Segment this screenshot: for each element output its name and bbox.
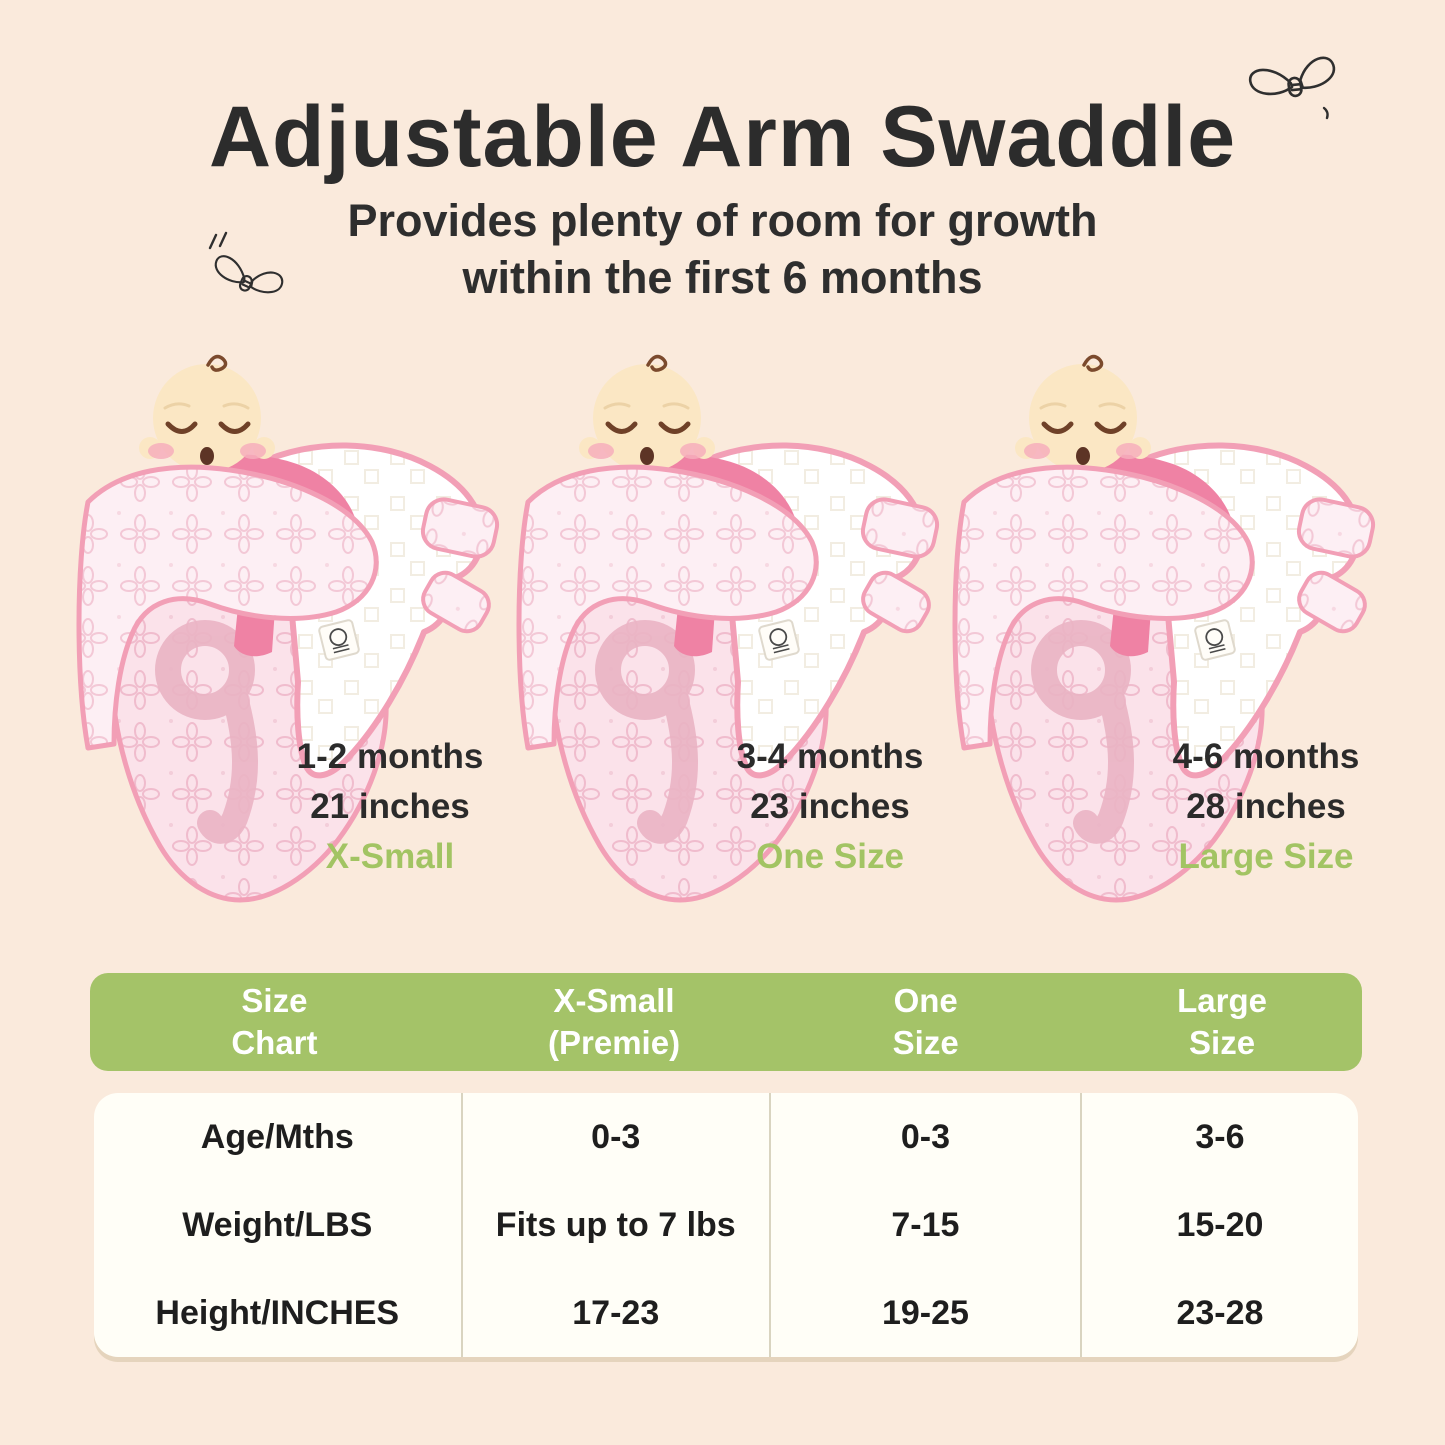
figure-label: 4-6 months 28 inches Large Size: [1140, 732, 1392, 882]
row-labels-column: Age/Mths Weight/LBS Height/INCHES: [94, 1093, 461, 1357]
subtitle-line2: within the first 6 months: [462, 252, 983, 303]
table-cell: 0-3: [591, 1117, 641, 1156]
table-cell: 3-6: [1195, 1117, 1245, 1156]
figure-months: 3-4 months: [736, 737, 924, 776]
figure-size-label: X-Small: [325, 837, 455, 876]
figure-label: 1-2 months 21 inches X-Small: [264, 732, 516, 882]
table-cell: 15-20: [1176, 1205, 1264, 1244]
figure-size-label: Large Size: [1178, 837, 1354, 876]
large-column: 3-6 15-20 23-28: [1079, 1093, 1358, 1357]
header-col-large: Large Size: [1177, 982, 1267, 1061]
one-size-column: 0-3 7-15 19-25: [768, 1093, 1080, 1357]
row-label: Height/INCHES: [155, 1293, 400, 1332]
figure-length: 28 inches: [1186, 787, 1346, 826]
table-cell: Fits up to 7 lbs: [495, 1205, 736, 1244]
table-cell: 19-25: [881, 1293, 969, 1332]
header-col-size-chart: Size Chart: [231, 982, 318, 1061]
figure-length: 21 inches: [310, 787, 470, 826]
subtitle-line1: Provides plenty of room for growth: [347, 195, 1098, 246]
figure-months: 4-6 months: [1172, 737, 1360, 776]
size-chart-header: Size Chart X-Small (Premie) One Size Lar…: [90, 973, 1362, 1071]
butterfly-icon: [1246, 46, 1341, 120]
row-label: Age/Mths: [200, 1117, 354, 1156]
xsmall-column: 0-3 Fits up to 7 lbs 17-23: [460, 1093, 769, 1357]
size-chart-body: Age/Mths Weight/LBS Height/INCHES 0-3 Fi…: [94, 1093, 1358, 1357]
page-title: Adjustable Arm Swaddle: [208, 89, 1237, 185]
header-col-xsmall: X-Small (Premie): [548, 982, 681, 1061]
butterfly-icon: [208, 231, 287, 300]
swaddle-figure-large: 4-6 months 28 inches Large Size: [938, 352, 1378, 912]
page-subtitle: Provides plenty of room for growth withi…: [0, 192, 1445, 306]
header-col-one-size: One Size: [892, 982, 959, 1061]
figure-label: 3-4 months 23 inches One Size: [704, 732, 956, 882]
table-cell: 0-3: [900, 1117, 950, 1156]
table-cell: 7-15: [891, 1205, 960, 1244]
figure-size-label: One Size: [756, 837, 904, 876]
table-cell: 23-28: [1176, 1293, 1264, 1332]
figure-length: 23 inches: [750, 787, 910, 826]
swaddle-figure-onesize: 3-4 months 23 inches One Size: [502, 352, 942, 912]
swaddle-figure-xsmall: 1-2 months 21 inches X-Small: [62, 352, 502, 912]
figure-months: 1-2 months: [296, 737, 484, 776]
row-label: Weight/LBS: [182, 1205, 373, 1244]
table-cell: 17-23: [572, 1293, 660, 1332]
